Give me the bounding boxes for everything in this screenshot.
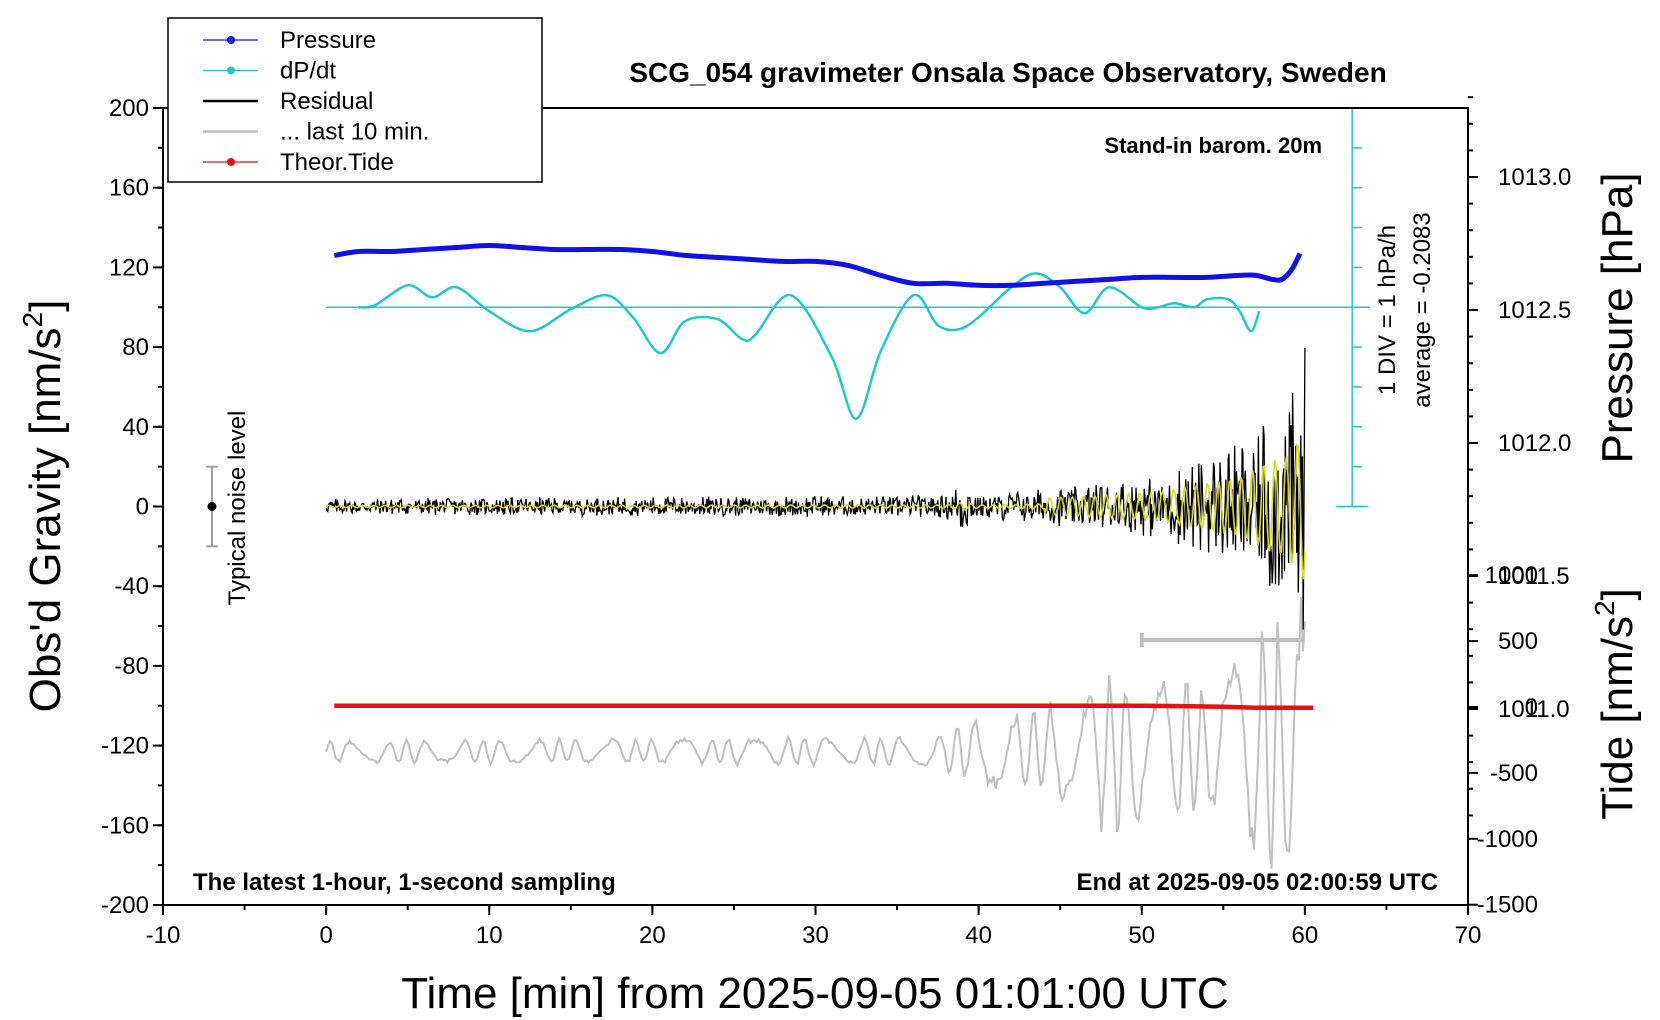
legend-label: Residual <box>280 88 373 115</box>
series-dpdt-line <box>358 272 1261 421</box>
legend-marker <box>227 66 235 75</box>
y3-axis-label: Tide [nm/s2] <box>1589 588 1642 820</box>
y2-tick-label: 1011.0 <box>1498 696 1570 723</box>
x-tick-label: 30 <box>802 922 829 949</box>
x-tick-label: 0 <box>319 922 332 949</box>
y-tick-label: -160 <box>101 812 149 839</box>
div-label: 1 DIV = 1 hPa/h <box>1374 225 1401 395</box>
x-tick-label: 50 <box>1128 922 1155 949</box>
y2-axis-label: Pressure [hPa] <box>1593 172 1642 463</box>
series-residual-line <box>325 347 1306 630</box>
legend-label: Pressure <box>280 27 376 54</box>
chart-title: SCG_054 gravimeter Onsala Space Observat… <box>629 57 1386 88</box>
series-pressure-line <box>333 242 1303 289</box>
y-tick-label: 200 <box>109 95 149 122</box>
y3-tick-label: -500 <box>1490 760 1538 787</box>
series-yellow-fit <box>325 442 1306 580</box>
axis-layer: -10 0 10 20 30 40 50 60 70 200 160 120 80 40 0 -40 -80 -1… <box>101 95 1571 949</box>
y-tick-label: -40 <box>114 573 149 600</box>
y-tick-label: 40 <box>122 414 149 441</box>
barometer-note: Stand-in barom. 20m <box>1104 133 1322 158</box>
x-axis-label: Time [min] from 2025-09-05 01:01:00 UTC <box>401 969 1228 1018</box>
x-tick-label: -10 <box>146 922 181 949</box>
y-axis-label: Obs'd Gravity [nm/s2] <box>17 300 70 713</box>
y-tick-label: -200 <box>101 892 149 919</box>
x-tick-label: 20 <box>639 922 666 949</box>
legend-label: Theor.Tide <box>280 149 394 176</box>
y3-tick-label: 500 <box>1498 628 1538 655</box>
noise-bar-point <box>207 502 217 511</box>
y-tick-label: 0 <box>136 494 149 521</box>
y-tick-label: 160 <box>109 175 149 202</box>
series-layer <box>205 107 1371 869</box>
series-tide-line <box>334 703 1314 711</box>
x-tick-label: 10 <box>476 922 503 949</box>
average-label: average = -0.2083 <box>1409 212 1436 407</box>
y2-tick-label: 1011.5 <box>1498 563 1570 590</box>
x-tick-label: 40 <box>965 922 992 949</box>
legend-label: ... last 10 min. <box>280 119 429 146</box>
x-tick-label: 70 <box>1455 922 1482 949</box>
bottom-left-note: The latest 1-hour, 1-second sampling <box>193 869 616 896</box>
x-tick-label: 60 <box>1292 922 1319 949</box>
legend-label: dP/dt <box>280 58 336 85</box>
y2-tick-label: 1012.0 <box>1498 430 1571 457</box>
y3-tick-label: 0 <box>1525 694 1538 721</box>
legend: Pressure dP/dt Residual ... last 10 min. The… <box>167 17 543 183</box>
noise-label: Typical noise level <box>224 411 251 606</box>
legend-marker <box>227 36 235 44</box>
y-tick-label: 80 <box>122 334 149 361</box>
series-last10-line <box>325 596 1306 869</box>
y-tick-label: -120 <box>101 733 149 760</box>
legend-marker <box>227 158 235 166</box>
y3-tick-label: 1000 <box>1485 562 1538 589</box>
y2-tick-label: 1013.0 <box>1498 164 1571 191</box>
y3-tick-label: -1500 <box>1477 892 1538 919</box>
y3-tick-label: -1000 <box>1477 826 1538 853</box>
y2-tick-label: 1012.5 <box>1498 297 1571 324</box>
y-tick-label: -80 <box>114 653 149 680</box>
y-tick-label: 120 <box>109 254 149 281</box>
bottom-right-note: End at 2025-09-05 02:00:59 UTC <box>1077 869 1439 896</box>
